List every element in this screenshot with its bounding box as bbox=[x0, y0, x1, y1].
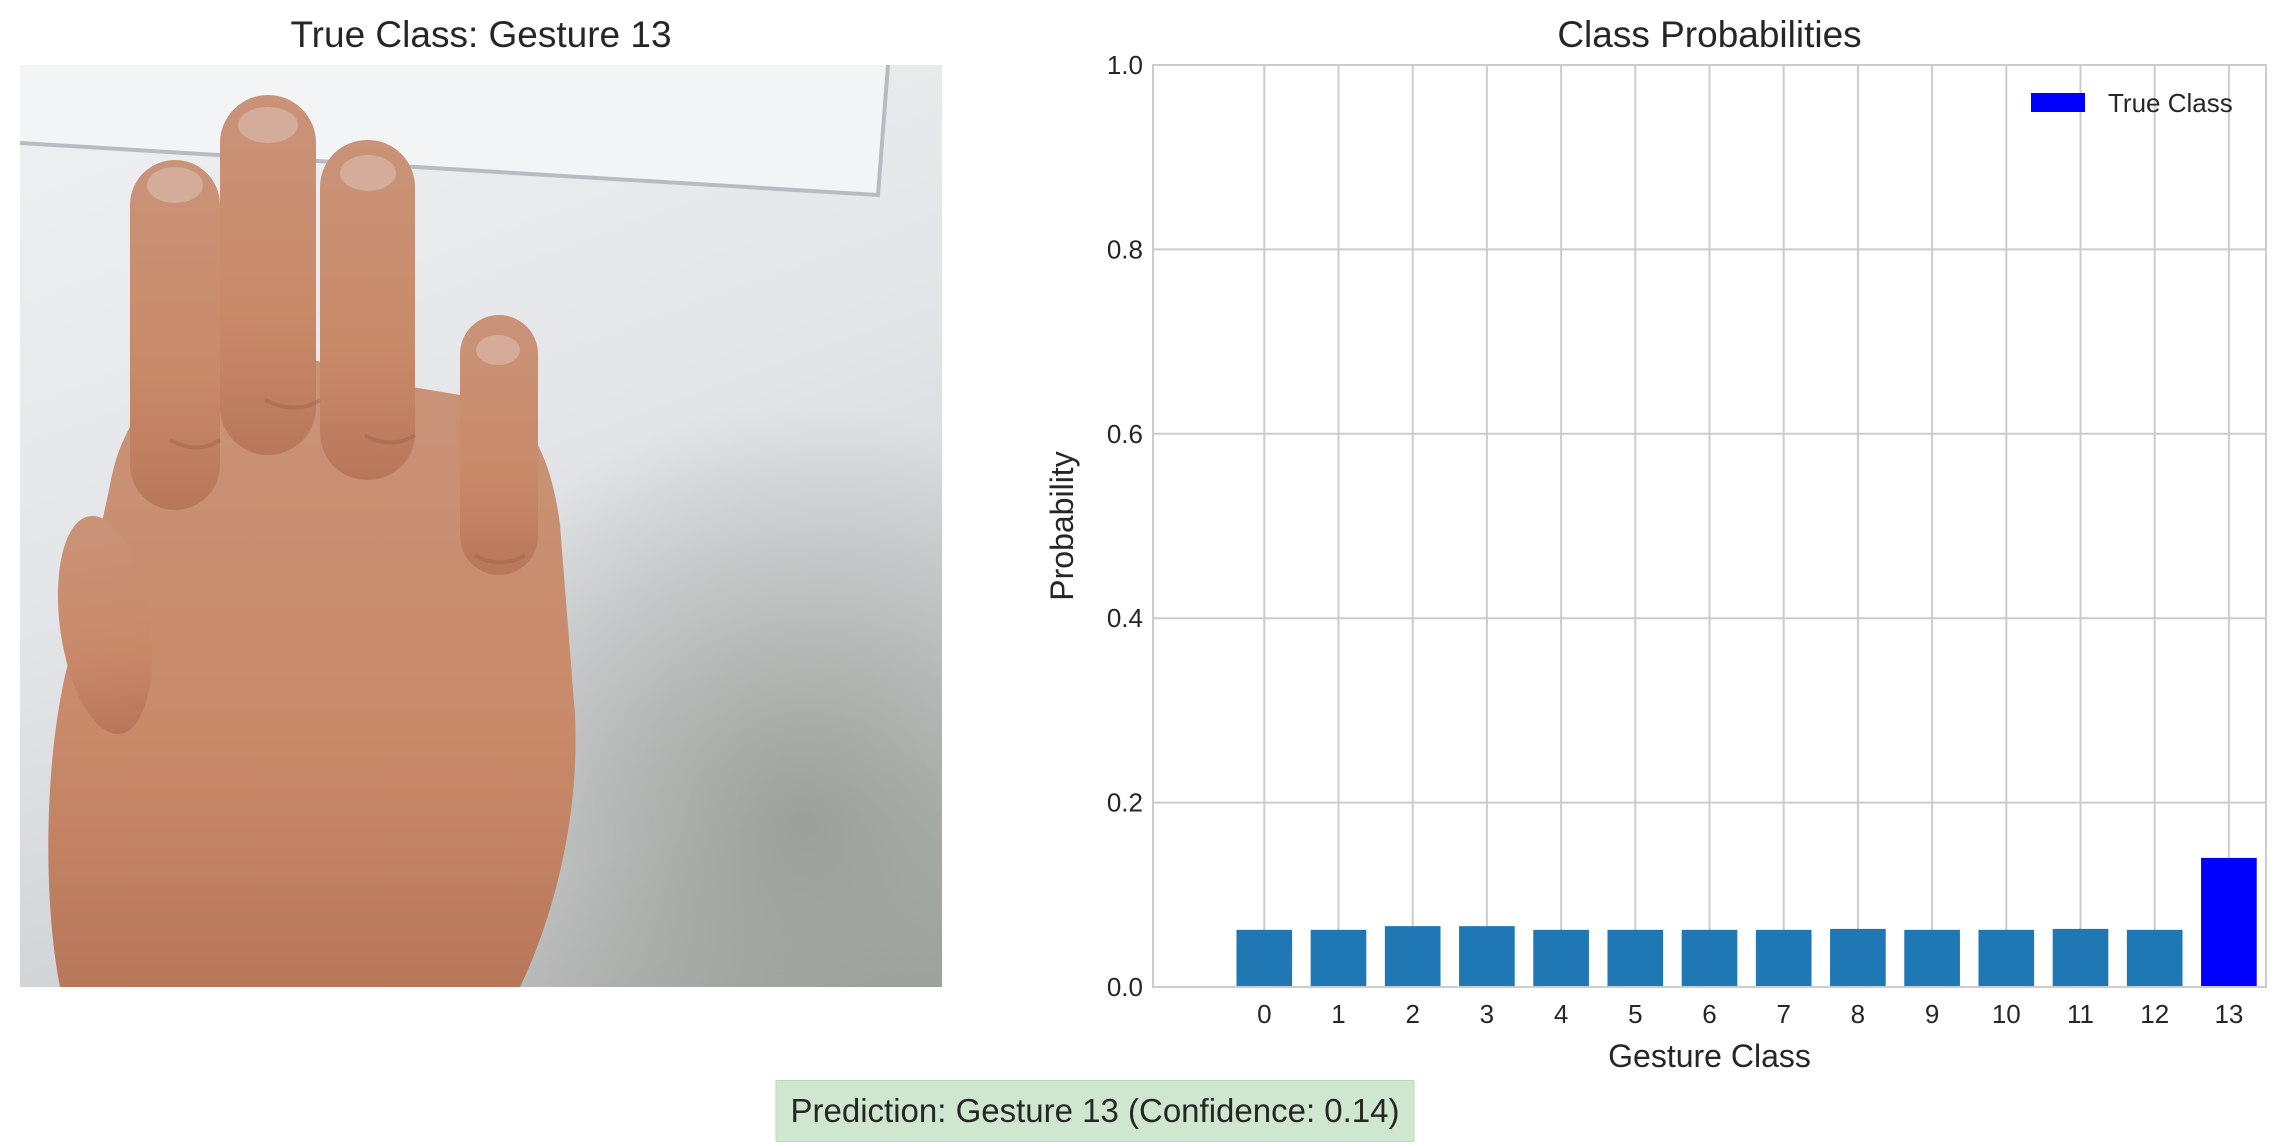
y-tick-label: 0.0 bbox=[1107, 972, 1143, 1002]
prediction-label: Prediction: Gesture 13 (Confidence: 0.14… bbox=[775, 1080, 1415, 1142]
bar bbox=[1755, 929, 1812, 987]
bar bbox=[1978, 929, 2035, 987]
bar bbox=[1459, 926, 1515, 987]
x-tick-label: 8 bbox=[1851, 999, 1865, 1029]
bar bbox=[1236, 929, 1293, 987]
bar bbox=[1310, 929, 1367, 987]
x-tick-label: 6 bbox=[1702, 999, 1716, 1029]
x-tick-label: 11 bbox=[2067, 999, 2094, 1029]
x-tick-label: 10 bbox=[1992, 999, 2021, 1029]
legend: True Class bbox=[2031, 88, 2233, 118]
legend-label: True Class bbox=[2108, 88, 2233, 118]
legend-swatch bbox=[2031, 93, 2085, 112]
chart-title: Class Probabilities bbox=[1557, 14, 1862, 55]
x-tick-label: 9 bbox=[1925, 999, 1939, 1029]
y-tick-label: 0.8 bbox=[1107, 234, 1143, 264]
y-tick-label: 0.2 bbox=[1107, 788, 1143, 818]
y-tick-label: 0.4 bbox=[1107, 603, 1143, 633]
x-tick-label: 5 bbox=[1628, 999, 1642, 1029]
y-tick-label: 0.6 bbox=[1107, 419, 1143, 449]
x-tick-label: 2 bbox=[1405, 999, 1419, 1029]
x-tick-label: 7 bbox=[1776, 999, 1790, 1029]
x-tick-label: 13 bbox=[2214, 999, 2243, 1029]
bar bbox=[1681, 929, 1738, 987]
x-tick-label: 12 bbox=[2140, 999, 2169, 1029]
bars bbox=[1236, 857, 2257, 987]
gesture-photo bbox=[20, 65, 942, 987]
bar bbox=[1904, 929, 1960, 987]
plot-frame bbox=[1152, 64, 2267, 988]
bar bbox=[1533, 929, 1589, 987]
y-axis-label: Probability bbox=[1044, 451, 1080, 600]
x-tick-label: 1 bbox=[1331, 999, 1345, 1029]
bar bbox=[2052, 928, 2109, 987]
x-tick-label: 4 bbox=[1554, 999, 1568, 1029]
bar bbox=[1384, 926, 1441, 987]
bar-true-class bbox=[2201, 857, 2257, 987]
tick-labels: 0.00.20.40.60.81.00 1 2 3 4 5 6 7 8 9 10 11 12 13 bbox=[1107, 50, 2244, 1029]
bar bbox=[2126, 929, 2183, 987]
y-tick-label: 1.0 bbox=[1107, 50, 1143, 80]
bar bbox=[1607, 929, 1664, 987]
bar bbox=[1830, 928, 1886, 987]
x-tick-label: 0 bbox=[1257, 999, 1271, 1029]
x-tick-label: 3 bbox=[1480, 999, 1494, 1029]
image-title: True Class: Gesture 13 bbox=[290, 14, 672, 55]
x-axis-label: Gesture Class bbox=[1608, 1038, 1811, 1074]
